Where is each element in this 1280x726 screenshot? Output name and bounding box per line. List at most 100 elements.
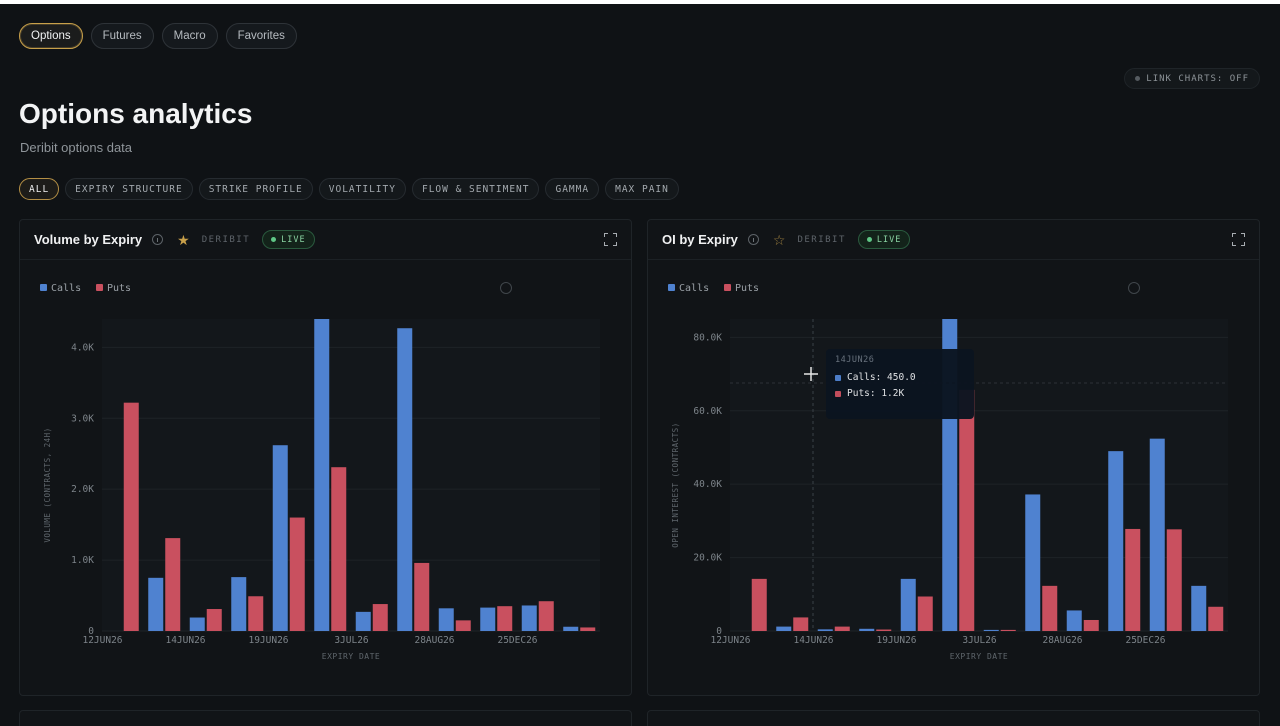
bar-calls <box>1149 438 1165 631</box>
bar-puts <box>538 601 554 631</box>
top-nav-tabs: Options Futures Macro Favorites <box>19 23 297 49</box>
oi-chart: 0 20.0K 40.0K 60.0K 80.0K Calls Puts 12JUN26 14J… <box>668 282 1228 661</box>
volume-chart: 0 1.0K 2.0K 3.0K 4.0K Calls Puts 12JUN26 14JUN26… <box>40 282 600 661</box>
live-dot-icon <box>271 237 277 242</box>
panel-header: OI by Expiry ☆ DERIBIT LIVE <box>648 220 1259 260</box>
filter-all[interactable]: ALL <box>19 178 60 200</box>
x-tick-label: 28AUG26 <box>1042 635 1082 646</box>
tab-options[interactable]: Options <box>19 23 83 49</box>
legend-swatch-puts <box>724 284 731 291</box>
expand-icon[interactable] <box>1232 233 1245 246</box>
x-axis-label: EXPIRY DATE <box>322 652 380 661</box>
y-tick-label: 0 <box>716 626 722 637</box>
chart-tooltip: 14JUN26 Calls: 450.0 Puts: 1.2K <box>826 349 974 419</box>
y-tick-label: 20.0K <box>693 553 722 564</box>
page-subtitle: Deribit options data <box>20 140 133 155</box>
bar-calls <box>355 611 371 631</box>
bar-calls <box>776 626 792 631</box>
page-title: Options analytics <box>19 98 253 129</box>
help-icon <box>500 282 512 294</box>
x-tick-label: 14JUN26 <box>793 635 833 646</box>
y-tick-label: 2.0K <box>71 484 94 495</box>
x-tick-label: 19JUN26 <box>876 635 916 646</box>
oi-by-expiry-panel: OI by Expiry ☆ DERIBIT LIVE 0 20.0K 40.0K 6… <box>647 219 1260 696</box>
tab-favorites[interactable]: Favorites <box>225 23 297 49</box>
panel-title: OI by Expiry <box>662 232 738 247</box>
filter-chips: ALL EXPIRY STRUCTURE STRIKE PROFILE VOLA… <box>19 178 679 200</box>
bar-calls <box>148 577 164 631</box>
favorite-star-icon[interactable]: ☆ <box>772 231 786 248</box>
bar-puts <box>497 606 513 631</box>
bar-calls <box>983 629 999 631</box>
filter-flow-sentiment[interactable]: FLOW & SENTIMENT <box>411 178 540 200</box>
next-panel-partial <box>19 710 632 726</box>
y-tick-label: 3.0K <box>71 413 94 424</box>
bar-calls <box>817 629 833 631</box>
bar-calls <box>272 445 288 631</box>
bar-calls <box>521 605 537 631</box>
favorite-star-icon[interactable]: ★ <box>177 231 190 248</box>
tab-futures[interactable]: Futures <box>90 23 154 49</box>
filter-strike-profile[interactable]: STRIKE PROFILE <box>198 178 313 200</box>
y-tick-label: 1.0K <box>71 555 94 566</box>
bar-calls <box>480 607 496 631</box>
bar-puts <box>455 620 471 631</box>
calls-swatch-icon <box>835 374 841 381</box>
link-status-dot-icon <box>1135 76 1141 81</box>
x-tick-label: 25DEC26 <box>497 635 537 646</box>
bar-calls <box>900 578 916 631</box>
bar-puts <box>206 609 222 631</box>
bar-calls <box>314 319 330 631</box>
filter-expiry-structure[interactable]: EXPIRY STRUCTURE <box>65 178 193 200</box>
bar-calls <box>563 626 579 631</box>
y-axis-label: VOLUME (CONTRACTS, 24H) <box>43 427 52 542</box>
plot-area <box>102 319 600 631</box>
x-tick-label: 12JUN26 <box>82 635 122 646</box>
live-dot-icon <box>866 237 872 242</box>
x-tick-label: 3JUL26 <box>334 635 369 646</box>
bar-puts <box>793 617 809 631</box>
puts-swatch-icon <box>835 390 841 397</box>
bar-calls <box>859 628 875 631</box>
bar-puts <box>876 629 892 631</box>
x-tick-label: 3JUL26 <box>962 635 997 646</box>
bar-puts <box>331 467 347 631</box>
bar-puts <box>248 596 264 631</box>
bar-puts <box>414 562 430 631</box>
bar-puts <box>372 604 388 631</box>
tooltip-date: 14JUN26 <box>835 355 875 365</box>
x-tick-label: 19JUN26 <box>248 635 288 646</box>
y-tick-label: 40.0K <box>693 479 722 490</box>
bar-puts <box>1000 629 1016 631</box>
bar-puts <box>580 627 596 631</box>
y-axis-label: OPEN INTEREST (CONTRACTS) <box>671 422 680 547</box>
next-panel-partial <box>647 710 1260 726</box>
live-badge: LIVE <box>857 230 911 249</box>
filter-max-pain[interactable]: MAX PAIN <box>605 178 679 200</box>
filter-gamma[interactable]: GAMMA <box>545 178 600 200</box>
bar-calls <box>1066 610 1082 631</box>
tooltip-calls-row: Calls: 450.0 <box>835 372 965 383</box>
info-icon[interactable] <box>152 234 164 245</box>
bar-calls <box>1025 494 1041 631</box>
expand-icon[interactable] <box>604 233 617 246</box>
x-axis-label: EXPIRY DATE <box>950 652 1008 661</box>
tooltip-calls: Calls: 450.0 <box>847 372 916 383</box>
filter-volatility[interactable]: VOLATILITY <box>318 178 406 200</box>
legend-label-puts: Puts <box>107 283 131 294</box>
bar-puts <box>959 389 975 631</box>
live-label: LIVE <box>876 234 902 245</box>
bar-puts <box>1083 619 1099 631</box>
bar-calls <box>1108 451 1124 631</box>
tooltip-puts: Puts: 1.2K <box>847 388 905 399</box>
info-icon[interactable] <box>747 234 759 245</box>
bar-puts <box>751 578 767 631</box>
legend-label-calls: Calls <box>51 283 81 294</box>
tab-macro[interactable]: Macro <box>161 23 218 49</box>
x-tick-label: 28AUG26 <box>414 635 454 646</box>
y-tick-label: 4.0K <box>71 342 94 353</box>
link-charts-toggle[interactable]: LINK CHARTS: OFF <box>1124 68 1260 89</box>
bar-calls <box>1191 585 1207 631</box>
bar-calls <box>189 617 205 631</box>
tooltip-puts-row: Puts: 1.2K <box>835 388 965 399</box>
